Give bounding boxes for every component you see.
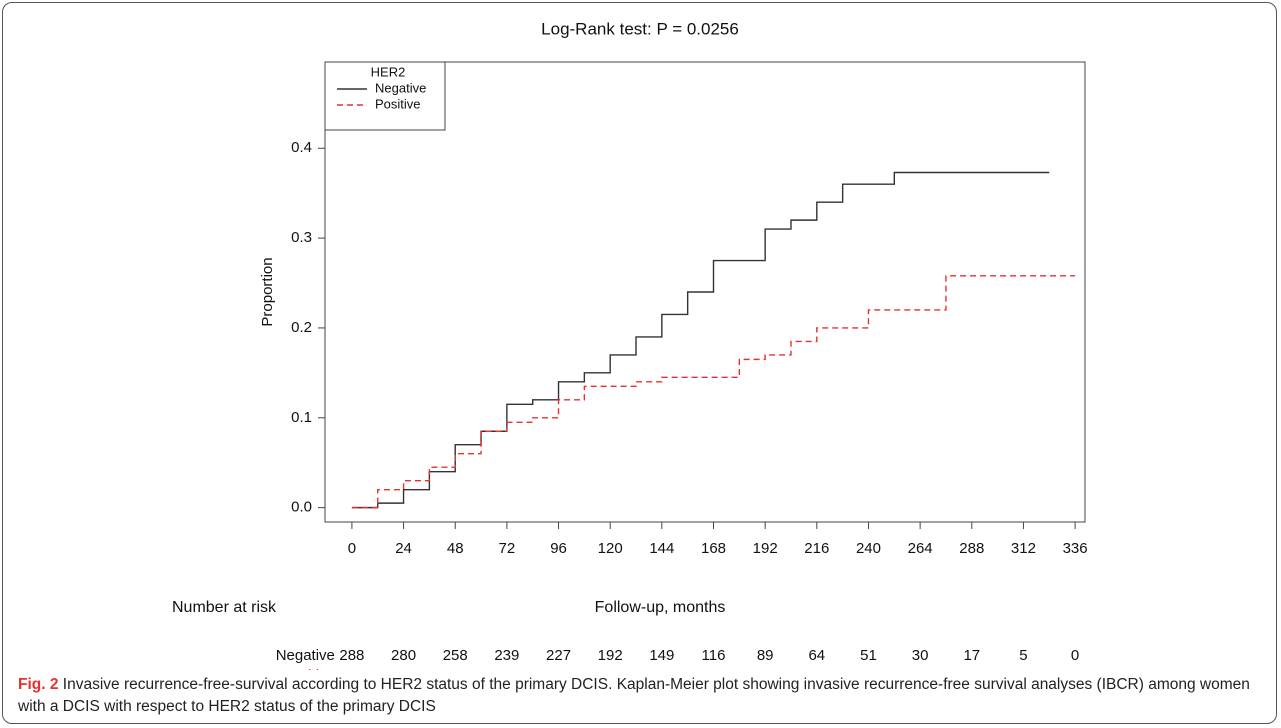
x-tick-label: 240 xyxy=(856,540,881,557)
plot-frame xyxy=(324,61,1086,523)
x-tick-label: 48 xyxy=(447,540,464,557)
risk-count: 30 xyxy=(912,647,929,664)
series-line xyxy=(351,275,1076,509)
caption: Fig. 2 Invasive recurrence-free-survival… xyxy=(18,674,1263,718)
risk-count: 239 xyxy=(494,647,519,664)
x-tick-label: 120 xyxy=(598,540,623,557)
risk-count: 105 xyxy=(546,667,571,670)
caption-text: Invasive recurrence-free-survival accord… xyxy=(18,676,1250,715)
chart: Log-Rank test: P = 0.0256 Follow-up, mon… xyxy=(172,19,1088,670)
risk-count: 73 xyxy=(705,667,722,670)
risk-count: 89 xyxy=(757,647,774,664)
x-tick-label: 288 xyxy=(959,540,984,557)
risk-count: 121 xyxy=(443,667,468,670)
x-tick-label: 312 xyxy=(1011,540,1036,557)
x-tick-label: 0 xyxy=(348,540,356,557)
risk-count: 95 xyxy=(602,667,619,670)
y-tick-label: 0.4 xyxy=(291,139,312,156)
x-tick-label: 24 xyxy=(395,540,412,557)
risk-count: 227 xyxy=(546,647,571,664)
x-tick-label: 336 xyxy=(1063,540,1088,557)
x-tick-label: 216 xyxy=(804,540,829,557)
x-tick-label: 192 xyxy=(753,540,778,557)
y-tick-label: 0.1 xyxy=(291,409,312,426)
risk-count: 50 xyxy=(808,667,825,670)
x-tick-label: 96 xyxy=(550,540,567,557)
y-tick-label: 0.2 xyxy=(291,319,312,336)
chart-title: Log-Rank test: P = 0.0256 xyxy=(541,19,739,38)
legend-box xyxy=(324,61,446,131)
risk-count: 0 xyxy=(1071,647,1079,664)
risk-count: 51 xyxy=(860,647,877,664)
risk-count: 258 xyxy=(443,647,468,664)
y-axis-label: Proportion xyxy=(259,257,276,326)
risk-count: 39 xyxy=(860,667,877,670)
risk-count: 56 xyxy=(757,667,774,670)
risk-count: 132 xyxy=(339,667,364,670)
y-tick-label: 0.3 xyxy=(291,229,312,246)
legend-label: Negative xyxy=(375,80,426,95)
x-tick-label: 144 xyxy=(649,540,674,557)
risk-table-title: Number at risk xyxy=(172,599,277,616)
risk-count: 13 xyxy=(963,667,980,670)
caption-label: Fig. 2 xyxy=(18,676,59,693)
series-line xyxy=(351,171,1050,509)
risk-count: 5 xyxy=(1019,647,1027,664)
risk-count: 82 xyxy=(654,667,671,670)
risk-count: 149 xyxy=(649,647,674,664)
x-tick-label: 72 xyxy=(499,540,516,557)
risk-count: 192 xyxy=(598,647,623,664)
risk-count: 116 xyxy=(702,647,726,664)
risk-count: 125 xyxy=(391,667,416,670)
risk-row-label: Positive xyxy=(282,667,335,670)
y-tick-label: 0.0 xyxy=(291,499,312,516)
risk-count: 29 xyxy=(912,667,929,670)
x-axis-label: Follow-up, months xyxy=(595,599,726,616)
risk-count: 280 xyxy=(391,647,416,664)
risk-count: 0 xyxy=(1071,667,1079,670)
x-tick-label: 264 xyxy=(908,540,933,557)
legend-label: Positive xyxy=(375,96,421,111)
risk-count: 1 xyxy=(1019,667,1027,670)
x-tick-label: 168 xyxy=(701,540,726,557)
risk-count: 64 xyxy=(808,647,825,664)
risk-count: 288 xyxy=(339,647,364,664)
legend-title: HER2 xyxy=(371,64,406,79)
risk-row-label: Negative xyxy=(276,647,335,664)
risk-count: 113 xyxy=(495,667,519,670)
risk-count: 17 xyxy=(963,647,980,664)
